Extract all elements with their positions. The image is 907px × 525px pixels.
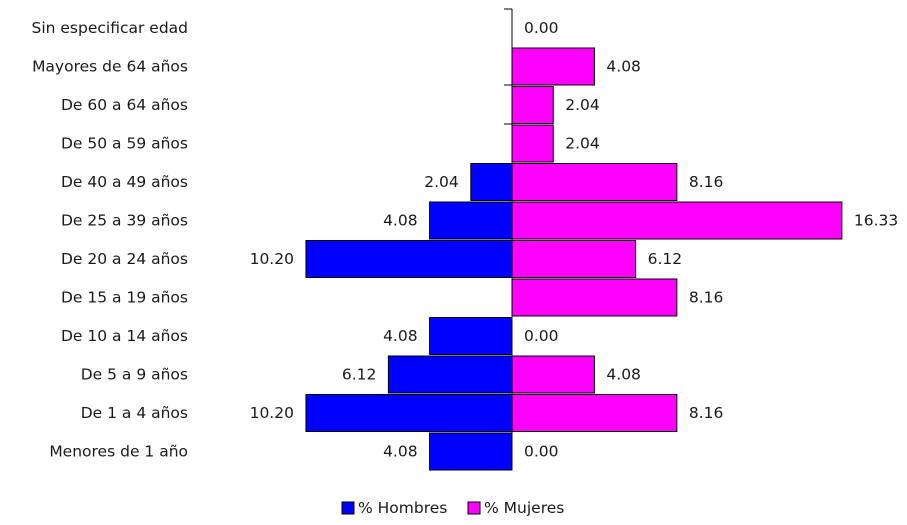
category-label-de-60-a-64-anos: De 60 a 64 años xyxy=(61,96,188,114)
bar-mujeres-mayores-de-64-anos xyxy=(511,47,595,86)
category-label-mayores-de-64-anos: Mayores de 64 años xyxy=(32,58,188,76)
value-label-mujeres-de-5-a-9-anos: 4.08 xyxy=(606,366,641,384)
value-label-hombres-de-40-a-49-anos: 2.04 xyxy=(424,173,459,191)
bar-hombres-de-20-a-24-anos xyxy=(305,240,513,278)
bar-mujeres-de-5-a-9-anos xyxy=(511,355,595,394)
legend-label-mujeres: % Mujeres xyxy=(484,499,564,517)
category-label-de-5-a-9-anos: De 5 a 9 años xyxy=(81,366,188,384)
bar-mujeres-de-25-a-39-anos xyxy=(511,201,843,240)
value-label-mujeres-de-20-a-24-anos: 6.12 xyxy=(648,250,683,268)
value-label-mujeres-de-60-a-64-anos: 2.04 xyxy=(565,96,600,114)
bar-mujeres-de-20-a-24-anos xyxy=(511,240,637,278)
bars-layer xyxy=(305,8,843,471)
category-label-de-15-a-19-anos: De 15 a 19 años xyxy=(61,289,188,307)
value-label-hombres-menores-de-1-ano: 4.08 xyxy=(383,443,418,461)
value-label-hombres-de-5-a-9-anos: 6.12 xyxy=(342,366,377,384)
value-label-mujeres-menores-de-1-ano: 0.00 xyxy=(524,443,559,461)
bar-hombres-de-10-a-14-anos xyxy=(429,317,513,355)
value-label-mujeres-de-25-a-39-anos: 16.33 xyxy=(854,212,898,230)
legend-swatch-mujeres xyxy=(467,501,481,515)
bar-mujeres-de-40-a-49-anos xyxy=(511,163,678,201)
value-label-mujeres-sin-especificar-edad: 0.00 xyxy=(524,19,559,37)
bar-hombres-de-25-a-39-anos xyxy=(429,201,513,240)
category-label-menores-de-1-ano: Menores de 1 año xyxy=(49,443,188,461)
category-label-de-10-a-14-anos: De 10 a 14 años xyxy=(61,327,188,345)
legend: % Hombres % Mujeres xyxy=(341,499,564,517)
value-label-mujeres-de-50-a-59-anos: 2.04 xyxy=(565,135,600,153)
legend-swatch-hombres xyxy=(341,501,355,515)
value-labels: 0.00 4.08 2.04 2.04 2.04 8.16 4.08 16.33 10.20 6.… xyxy=(250,19,899,461)
category-label-de-1-a-4-anos: De 1 a 4 años xyxy=(81,404,188,422)
value-label-hombres-de-25-a-39-anos: 4.08 xyxy=(383,212,418,230)
bar-mujeres-de-60-a-64-anos xyxy=(511,86,554,124)
category-label-sin-especificar-edad: Sin especificar edad xyxy=(31,19,188,37)
category-label-de-20-a-24-anos: De 20 a 24 años xyxy=(61,250,188,268)
category-label-de-50-a-59-anos: De 50 a 59 años xyxy=(61,135,188,153)
bar-hombres-de-5-a-9-anos xyxy=(387,355,513,394)
bar-hombres-menores-de-1-ano xyxy=(429,432,513,471)
category-label-de-25-a-39-anos: De 25 a 39 años xyxy=(61,212,188,230)
bar-hombres-de-40-a-49-anos xyxy=(470,163,513,201)
value-label-mujeres-de-10-a-14-anos: 0.00 xyxy=(524,327,559,345)
value-label-mujeres-de-15-a-19-anos: 8.16 xyxy=(689,289,724,307)
value-label-hombres-de-20-a-24-anos: 10.20 xyxy=(250,250,294,268)
value-label-hombres-de-1-a-4-anos: 10.20 xyxy=(250,404,294,422)
value-label-mujeres-de-40-a-49-anos: 8.16 xyxy=(689,173,724,191)
category-labels: Sin especificar edad Mayores de 64 años De… xyxy=(31,19,188,461)
category-label-de-40-a-49-anos: De 40 a 49 años xyxy=(61,173,188,191)
bar-hombres-de-1-a-4-anos xyxy=(305,394,513,432)
value-label-hombres-de-10-a-14-anos: 4.08 xyxy=(383,327,418,345)
bar-mujeres-de-50-a-59-anos xyxy=(511,124,554,163)
value-label-mujeres-mayores-de-64-anos: 4.08 xyxy=(606,58,641,76)
value-label-mujeres-de-1-a-4-anos: 8.16 xyxy=(689,404,724,422)
bar-mujeres-de-1-a-4-anos xyxy=(511,394,678,432)
legend-label-hombres: % Hombres xyxy=(358,499,447,517)
bar-mujeres-de-15-a-19-anos xyxy=(511,278,678,317)
